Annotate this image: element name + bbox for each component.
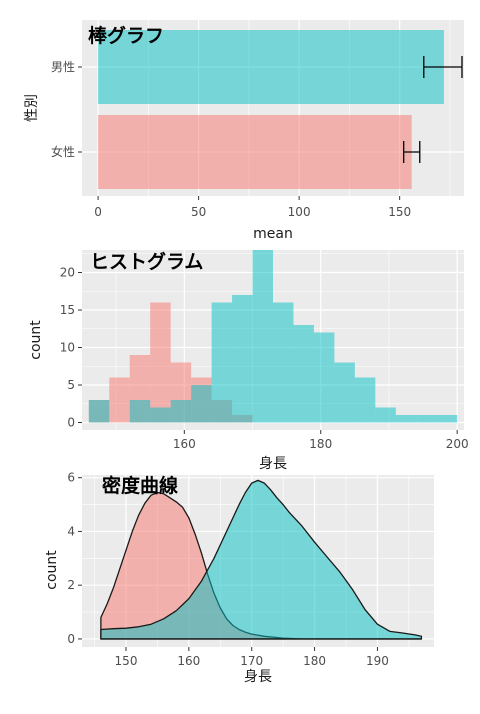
bar-chart-bar xyxy=(98,30,444,104)
histogram-bar xyxy=(416,415,437,423)
density-y-axis-title: count xyxy=(44,550,60,590)
histogram-bar xyxy=(334,362,355,423)
bar-chart-category-label: 女性 xyxy=(51,144,75,159)
bar-chart-bar xyxy=(98,115,412,189)
density-chart: 150 160 170 180 190 0 2 4 6 密度曲線 身長 count xyxy=(44,471,434,685)
histogram-bar xyxy=(293,325,314,423)
histogram-y-tick-label: 5 xyxy=(67,378,75,392)
bar-chart-title: 棒グラフ xyxy=(88,24,164,47)
density-x-tick-label: 160 xyxy=(177,654,200,668)
histogram-bar xyxy=(211,302,233,423)
histogram-chart: 160 180 200 0 5 10 15 20 ヒストグラム 身長 count xyxy=(28,250,469,472)
density-y-tick-label: 0 xyxy=(67,632,75,646)
density-x-tick-label: 170 xyxy=(240,654,263,668)
bar-chart-x-tick-label: 100 xyxy=(288,205,311,219)
density-y-tick-label: 4 xyxy=(67,524,75,538)
histogram-bar xyxy=(313,332,335,423)
density-areas xyxy=(100,479,423,640)
density-x-axis-title: 身長 xyxy=(244,669,272,685)
density-x-tick-label: 180 xyxy=(303,654,326,668)
bar-chart-x-tick-label: 0 xyxy=(94,205,102,219)
bar-chart-ticks: 0 50 100 150 女性 男性 xyxy=(51,60,411,219)
bar-chart-category-label: 男性 xyxy=(51,60,75,74)
histogram-bar xyxy=(150,407,171,423)
bar-chart-x-tick-label: 150 xyxy=(388,205,411,219)
histogram-x-tick-label: 200 xyxy=(446,437,469,451)
density-ticks: 150 160 170 180 190 0 2 4 6 xyxy=(67,471,389,668)
histogram-bar xyxy=(232,295,253,423)
histogram-y-axis-title: count xyxy=(28,320,44,360)
histogram-x-axis-title: 身長 xyxy=(259,456,287,472)
histogram-x-tick-label: 180 xyxy=(309,437,332,451)
histogram-bar xyxy=(375,407,396,423)
density-y-tick-label: 2 xyxy=(67,578,75,592)
histogram-bar xyxy=(170,400,192,423)
density-y-tick-label: 6 xyxy=(67,471,75,485)
histogram-bar xyxy=(129,400,151,423)
bar-chart-bars xyxy=(98,30,463,189)
bar-chart-y-axis-title: 性別 xyxy=(24,94,40,122)
histogram-bar xyxy=(109,377,130,423)
histogram-x-tick-label: 160 xyxy=(173,437,196,451)
histogram-bars xyxy=(88,250,458,423)
histogram-bar xyxy=(273,302,294,423)
histogram-bar xyxy=(150,302,171,423)
density-title: 密度曲線 xyxy=(102,474,178,497)
histogram-y-tick-label: 15 xyxy=(60,303,75,317)
density-curve xyxy=(100,479,423,640)
histogram-bar xyxy=(88,400,110,423)
bar-chart-x-tick-label: 50 xyxy=(191,205,206,219)
histogram-bar xyxy=(191,385,212,423)
density-x-tick-label: 150 xyxy=(115,654,138,668)
histogram-ticks: 160 180 200 0 5 10 15 20 xyxy=(60,266,469,452)
histogram-title: ヒストグラム xyxy=(90,250,203,273)
bar-chart: 0 50 100 150 女性 男性 棒グラフ mean 性別 xyxy=(24,20,464,242)
histogram-y-tick-label: 0 xyxy=(67,416,75,430)
histogram-bar xyxy=(395,415,417,423)
histogram-y-tick-label: 10 xyxy=(60,341,75,355)
histogram-bar xyxy=(436,415,458,423)
density-x-tick-label: 190 xyxy=(366,654,389,668)
histogram-bar xyxy=(354,377,376,423)
bar-chart-x-axis-title: mean xyxy=(253,226,293,242)
histogram-y-tick-label: 20 xyxy=(60,266,75,280)
histogram-bar xyxy=(252,250,273,423)
